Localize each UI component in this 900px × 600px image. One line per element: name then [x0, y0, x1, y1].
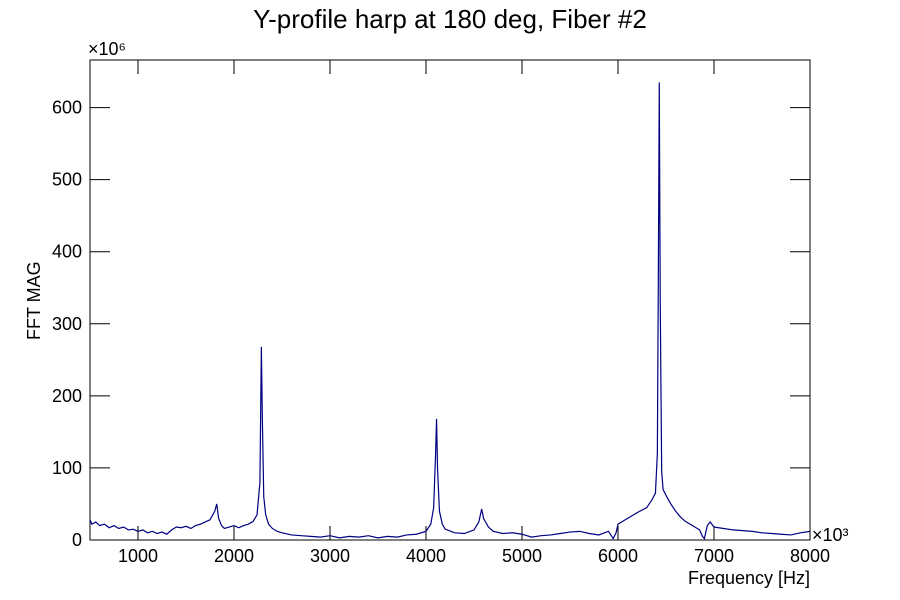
x-tick-label: 6000: [598, 546, 638, 566]
x-tick-label: 3000: [310, 546, 350, 566]
x-tick-label: 5000: [502, 546, 542, 566]
y-multiplier: ×10⁶: [88, 39, 126, 59]
y-tick-label: 500: [52, 170, 82, 190]
y-tick-label: 400: [52, 242, 82, 262]
x-tick-label: 8000: [790, 546, 830, 566]
chart-title: Y-profile harp at 180 deg, Fiber #2: [253, 4, 647, 34]
plot-frame: [89, 59, 811, 541]
y-tick-label: 300: [52, 314, 82, 334]
y-tick-label: 600: [52, 98, 82, 118]
x-tick-label: 7000: [694, 546, 734, 566]
x-tick-label: 4000: [406, 546, 446, 566]
x-tick-label: 1000: [118, 546, 158, 566]
y-tick-label: 100: [52, 458, 82, 478]
x-multiplier: ×10³: [812, 525, 849, 545]
y-tick-label: 200: [52, 386, 82, 406]
x-tick-label: 2000: [214, 546, 254, 566]
x-axis-label: Frequency [Hz]: [688, 568, 810, 588]
y-axis-label: FFT MAG: [24, 261, 44, 340]
y-tick-label: 0: [72, 530, 82, 550]
spectrum-line: [89, 82, 811, 540]
